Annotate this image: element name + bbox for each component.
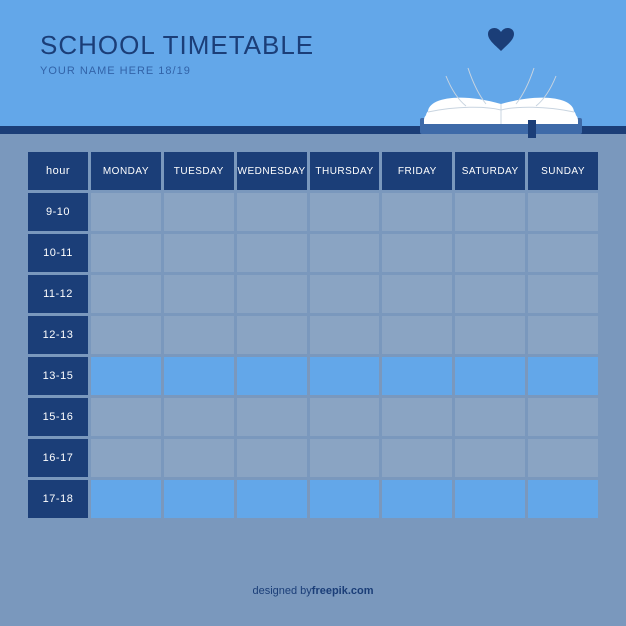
day-header: TUESDAY	[164, 152, 234, 190]
timetable-cell	[455, 193, 525, 231]
timetable-cell	[528, 316, 598, 354]
timetable-cell	[528, 193, 598, 231]
timetable-cell	[382, 316, 452, 354]
day-header: WEDNESDAY	[237, 152, 307, 190]
timetable-cell	[528, 398, 598, 436]
title-block: SCHOOL TIMETABLE YOUR NAME HERE 18/19	[40, 30, 314, 77]
timetable-cell	[237, 234, 307, 272]
timetable-cell	[310, 357, 380, 395]
timetable-cell	[91, 275, 161, 313]
timetable-cell	[310, 193, 380, 231]
timetable-cell	[91, 439, 161, 477]
timetable-cell	[164, 275, 234, 313]
footer-brand: freepik.com	[312, 585, 374, 597]
timetable-cell	[164, 193, 234, 231]
timetable-cell	[237, 480, 307, 518]
timetable-cell	[310, 480, 380, 518]
day-header: FRIDAY	[382, 152, 452, 190]
timetable-cell	[310, 275, 380, 313]
timetable-cell	[91, 357, 161, 395]
timetable-cell	[91, 193, 161, 231]
book-icon	[416, 62, 586, 142]
timetable-cell	[91, 480, 161, 518]
timetable-cell	[528, 275, 598, 313]
book-illustration	[416, 26, 586, 122]
timetable-cell	[382, 357, 452, 395]
timetable-cell	[455, 234, 525, 272]
timetable-cell	[164, 316, 234, 354]
timetable-cell	[528, 234, 598, 272]
day-header: THURSDAY	[310, 152, 380, 190]
hour-cell: 9-10	[28, 193, 88, 231]
timetable-cell	[237, 193, 307, 231]
timetable-cell	[310, 398, 380, 436]
timetable-cell	[237, 316, 307, 354]
day-header: SUNDAY	[528, 152, 598, 190]
timetable-cell	[382, 398, 452, 436]
hour-cell: 17-18	[28, 480, 88, 518]
timetable-cell	[237, 439, 307, 477]
timetable-cell	[382, 439, 452, 477]
timetable-cell	[382, 193, 452, 231]
timetable-cell	[237, 275, 307, 313]
timetable-cell	[528, 357, 598, 395]
footer-prefix: designed by	[252, 585, 311, 597]
timetable-cell	[455, 275, 525, 313]
timetable-cell	[455, 398, 525, 436]
hour-cell: 11-12	[28, 275, 88, 313]
timetable-grid: hourMONDAYTUESDAYWEDNESDAYTHURSDAYFRIDAY…	[28, 152, 598, 518]
timetable-cell	[528, 439, 598, 477]
timetable-cell	[91, 398, 161, 436]
timetable-cell	[382, 275, 452, 313]
timetable-cell	[455, 480, 525, 518]
timetable-cell	[455, 357, 525, 395]
hour-cell: 13-15	[28, 357, 88, 395]
timetable-cell	[455, 316, 525, 354]
timetable-cell	[164, 234, 234, 272]
heart-icon	[488, 28, 514, 52]
hour-cell: 10-11	[28, 234, 88, 272]
day-header: MONDAY	[91, 152, 161, 190]
timetable-cell	[528, 480, 598, 518]
hour-cell: 12-13	[28, 316, 88, 354]
timetable-cell	[382, 234, 452, 272]
page-subtitle: YOUR NAME HERE 18/19	[40, 65, 314, 77]
timetable-cell	[310, 234, 380, 272]
timetable-cell	[382, 480, 452, 518]
timetable-cell	[237, 357, 307, 395]
hour-cell: 16-17	[28, 439, 88, 477]
day-header: SATURDAY	[455, 152, 525, 190]
timetable-cell	[237, 398, 307, 436]
timetable-cell	[455, 439, 525, 477]
corner-cell: hour	[28, 152, 88, 190]
header: SCHOOL TIMETABLE YOUR NAME HERE 18/19	[0, 0, 626, 126]
timetable-cell	[91, 234, 161, 272]
timetable-cell	[310, 316, 380, 354]
timetable-cell	[310, 439, 380, 477]
timetable-cell	[164, 439, 234, 477]
timetable-area: hourMONDAYTUESDAYWEDNESDAYTHURSDAYFRIDAY…	[0, 134, 626, 556]
footer: designed by freepik.com	[0, 556, 626, 626]
timetable-cell	[91, 316, 161, 354]
timetable-cell	[164, 357, 234, 395]
timetable-cell	[164, 480, 234, 518]
hour-cell: 15-16	[28, 398, 88, 436]
page-title: SCHOOL TIMETABLE	[40, 30, 314, 61]
timetable-cell	[164, 398, 234, 436]
